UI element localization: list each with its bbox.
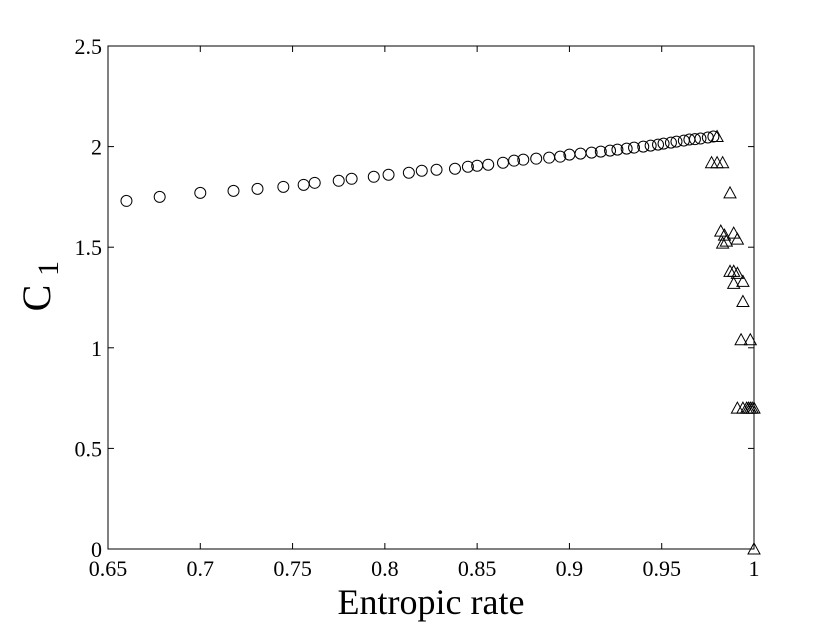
triangle-point xyxy=(747,401,761,414)
circle-point xyxy=(415,164,428,177)
circle-point xyxy=(517,153,530,166)
circle-point xyxy=(644,139,657,152)
circle-point xyxy=(297,178,310,191)
circle-point xyxy=(670,135,683,148)
circle-point xyxy=(332,174,345,187)
circle-point xyxy=(153,190,166,203)
x-tick-label: 0.85 xyxy=(458,556,497,581)
data-series xyxy=(120,129,761,555)
triangle-point xyxy=(747,541,761,555)
circle-series xyxy=(120,130,720,207)
x-tick-label: 0.65 xyxy=(89,556,128,581)
y-tick-label: 0 xyxy=(91,537,102,562)
triangle-point xyxy=(723,185,737,199)
y-tick-label: 1.5 xyxy=(75,235,103,260)
circle-point xyxy=(620,142,633,155)
circle-point xyxy=(574,147,587,160)
circle-point xyxy=(448,162,461,175)
triangle-point xyxy=(736,294,750,308)
circle-point xyxy=(543,151,556,164)
plot-frame xyxy=(107,45,755,550)
circle-point xyxy=(308,176,321,189)
triangle-point xyxy=(730,232,745,245)
circle-point xyxy=(554,150,567,163)
triangle-series xyxy=(704,129,761,555)
circle-point xyxy=(508,154,521,167)
triangle-point xyxy=(726,226,741,239)
circle-point xyxy=(530,152,543,165)
x-axis-ticks: 0.65 0.7 0.75 0.8 0.85 0.9 0.95 1 xyxy=(89,46,760,581)
x-tick-label: 0.95 xyxy=(642,556,681,581)
circle-point xyxy=(652,138,665,151)
circle-point xyxy=(594,145,607,158)
x-tick-label: 0.75 xyxy=(273,556,312,581)
circle-point xyxy=(604,144,617,157)
circle-point xyxy=(664,136,677,149)
circle-point xyxy=(382,168,395,181)
triangle-point xyxy=(743,332,758,346)
triangle-point xyxy=(715,236,730,249)
triangle-point xyxy=(736,274,750,287)
y-tick-label: 2 xyxy=(91,135,102,160)
triangle-point xyxy=(726,264,741,277)
triangle-point xyxy=(719,234,734,247)
circle-point xyxy=(227,184,240,197)
circle-point xyxy=(277,180,290,193)
circle-point xyxy=(657,137,670,150)
y-tick-label: 2.5 xyxy=(75,34,103,59)
x-tick-label: 1 xyxy=(749,556,760,581)
x-tick-label: 0.7 xyxy=(187,556,215,581)
x-tick-label: 0.8 xyxy=(371,556,399,581)
y-axis-label-main: C xyxy=(14,285,59,312)
y-tick-label: 0.5 xyxy=(75,436,103,461)
circle-point xyxy=(688,133,701,146)
x-axis-label: Entropic rate xyxy=(338,582,525,622)
triangle-point xyxy=(726,276,741,289)
circle-point xyxy=(585,146,598,159)
circle-point xyxy=(345,172,358,185)
circle-point xyxy=(194,186,207,199)
circle-point xyxy=(367,170,380,183)
y-axis-ticks: 0 0.5 1 1.5 2 2.5 xyxy=(75,34,754,562)
circle-point xyxy=(461,160,474,173)
circle-point xyxy=(637,140,650,153)
circle-point xyxy=(402,166,415,179)
y-axis-label: C 1 xyxy=(14,261,65,311)
circle-point xyxy=(482,158,495,171)
triangle-point xyxy=(710,129,724,143)
triangle-point xyxy=(730,266,745,279)
triangle-point xyxy=(715,155,730,169)
circle-point xyxy=(628,141,641,154)
circle-point xyxy=(611,143,624,156)
triangle-point xyxy=(734,332,748,346)
y-axis-label-subscript: 1 xyxy=(32,261,65,276)
circle-point xyxy=(120,194,133,207)
y-tick-label: 1 xyxy=(91,336,102,361)
x-tick-label: 0.9 xyxy=(556,556,584,581)
circle-point xyxy=(496,156,509,169)
circle-point xyxy=(430,163,443,176)
circle-point xyxy=(251,182,264,195)
circle-point xyxy=(694,132,707,145)
